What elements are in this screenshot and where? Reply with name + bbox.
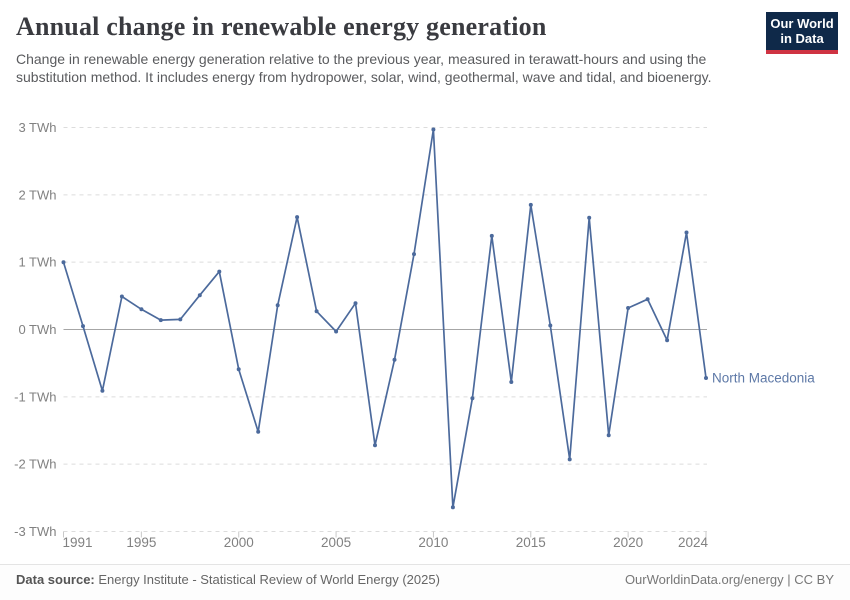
y-axis-tick-label: 1 TWh bbox=[18, 255, 56, 270]
x-axis-tick-label: 2000 bbox=[224, 535, 254, 550]
data-point[interactable] bbox=[567, 457, 572, 462]
x-axis-tick-label: 2005 bbox=[321, 535, 351, 550]
data-point[interactable] bbox=[489, 233, 494, 238]
data-point[interactable] bbox=[645, 297, 650, 302]
owid-logo-line1: Our World bbox=[770, 16, 834, 31]
owid-logo[interactable]: Our World in Data bbox=[766, 12, 838, 54]
data-point[interactable] bbox=[197, 293, 202, 298]
data-point[interactable] bbox=[684, 230, 689, 235]
y-axis-tick-label: -2 TWh bbox=[14, 457, 56, 472]
owid-logo-line2: in Data bbox=[780, 31, 824, 47]
data-point[interactable] bbox=[704, 376, 708, 380]
data-point[interactable] bbox=[548, 323, 553, 328]
data-point[interactable] bbox=[81, 324, 85, 329]
line-chart[interactable]: 3 TWh 2 TWh 1 TWh 0 TWh -1 TWh -2 TWh -3 TWh 19… bbox=[0, 110, 850, 564]
data-source: Data source: Energy Institute - Statisti… bbox=[16, 572, 440, 587]
data-source-label: Data source: bbox=[16, 572, 95, 587]
x-axis-tick-label: 2015 bbox=[516, 535, 546, 550]
data-point[interactable] bbox=[528, 202, 533, 207]
data-point[interactable] bbox=[178, 317, 183, 322]
data-point[interactable] bbox=[665, 338, 670, 343]
data-point[interactable] bbox=[158, 318, 163, 323]
data-point[interactable] bbox=[217, 269, 222, 274]
data-point[interactable] bbox=[119, 294, 124, 299]
data-point[interactable] bbox=[236, 367, 241, 372]
x-axis-tick-label: 1991 bbox=[63, 535, 93, 550]
chart-subtitle: Change in renewable energy generation re… bbox=[16, 51, 712, 85]
y-axis-tick-label: 0 TWh bbox=[18, 322, 56, 337]
data-point[interactable] bbox=[139, 307, 144, 312]
data-point[interactable] bbox=[450, 505, 455, 510]
y-axis-tick-label: 2 TWh bbox=[18, 187, 56, 202]
x-axis-tick-label: 2010 bbox=[418, 535, 448, 550]
data-point[interactable] bbox=[275, 303, 280, 308]
y-axis-tick-label: -1 TWh bbox=[14, 389, 56, 404]
data-point[interactable] bbox=[431, 127, 436, 132]
chart-footer: Data source: Energy Institute - Statisti… bbox=[0, 564, 850, 600]
x-axis-tick-label: 1995 bbox=[126, 535, 156, 550]
x-axis-tick-label: 2024 bbox=[678, 535, 709, 550]
data-point[interactable] bbox=[314, 309, 319, 314]
data-point[interactable] bbox=[587, 215, 592, 220]
data-point[interactable] bbox=[353, 301, 358, 306]
series-line-north-macedonia[interactable] bbox=[62, 128, 707, 509]
data-point[interactable] bbox=[61, 260, 66, 265]
data-source-text: Energy Institute - Statistical Review of… bbox=[98, 572, 440, 587]
data-point[interactable] bbox=[412, 252, 416, 257]
x-axis-tick-label: 2020 bbox=[613, 535, 643, 550]
data-point[interactable] bbox=[470, 396, 475, 401]
data-point[interactable] bbox=[509, 380, 514, 384]
data-point[interactable] bbox=[373, 443, 377, 448]
y-axis-tick-label: 3 TWh bbox=[18, 120, 56, 135]
data-point[interactable] bbox=[295, 215, 300, 220]
page-title: Annual change in renewable energy genera… bbox=[16, 12, 547, 41]
data-point[interactable] bbox=[256, 429, 261, 434]
data-point[interactable] bbox=[606, 433, 611, 438]
data-point[interactable] bbox=[392, 357, 397, 362]
data-point[interactable] bbox=[100, 388, 105, 393]
series-label[interactable]: North Macedonia bbox=[712, 370, 815, 385]
y-axis-tick-label: -3 TWh bbox=[14, 524, 56, 539]
data-point[interactable] bbox=[626, 306, 631, 310]
credit-link[interactable]: OurWorldinData.org/energy | CC BY bbox=[624, 572, 834, 587]
data-point[interactable] bbox=[334, 329, 339, 334]
